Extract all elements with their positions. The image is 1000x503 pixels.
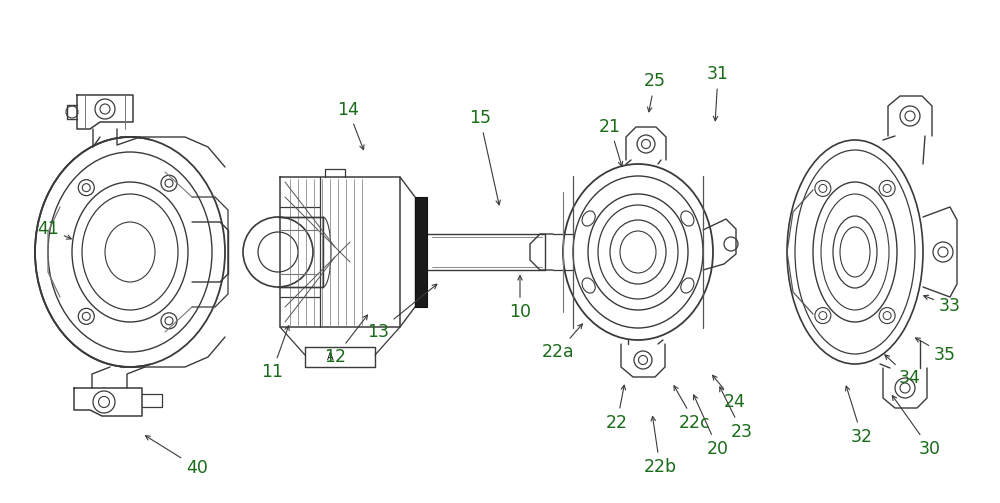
Text: A: A (327, 352, 333, 362)
Bar (415, 197, 427, 307)
Text: 22b: 22b (643, 416, 677, 476)
Text: 40: 40 (145, 436, 208, 477)
Text: 30: 30 (892, 396, 941, 458)
Text: 24: 24 (713, 375, 746, 411)
Text: 35: 35 (915, 338, 956, 364)
Text: 34: 34 (885, 355, 921, 387)
Text: 31: 31 (707, 65, 729, 121)
Text: 15: 15 (469, 109, 500, 205)
Text: 25: 25 (644, 72, 666, 112)
Text: 10: 10 (509, 276, 531, 321)
Text: 22: 22 (606, 385, 628, 432)
Text: 41: 41 (37, 220, 71, 239)
Text: 22a: 22a (542, 324, 582, 361)
Text: 22c: 22c (674, 386, 711, 432)
Text: 23: 23 (720, 387, 753, 441)
Text: 32: 32 (845, 386, 873, 446)
Text: 11: 11 (261, 326, 289, 381)
Text: 21: 21 (599, 118, 623, 166)
Text: 33: 33 (924, 295, 961, 315)
Text: 12: 12 (324, 315, 368, 366)
Text: 13: 13 (367, 284, 437, 341)
Text: 14: 14 (337, 101, 364, 150)
Text: 20: 20 (693, 395, 729, 458)
